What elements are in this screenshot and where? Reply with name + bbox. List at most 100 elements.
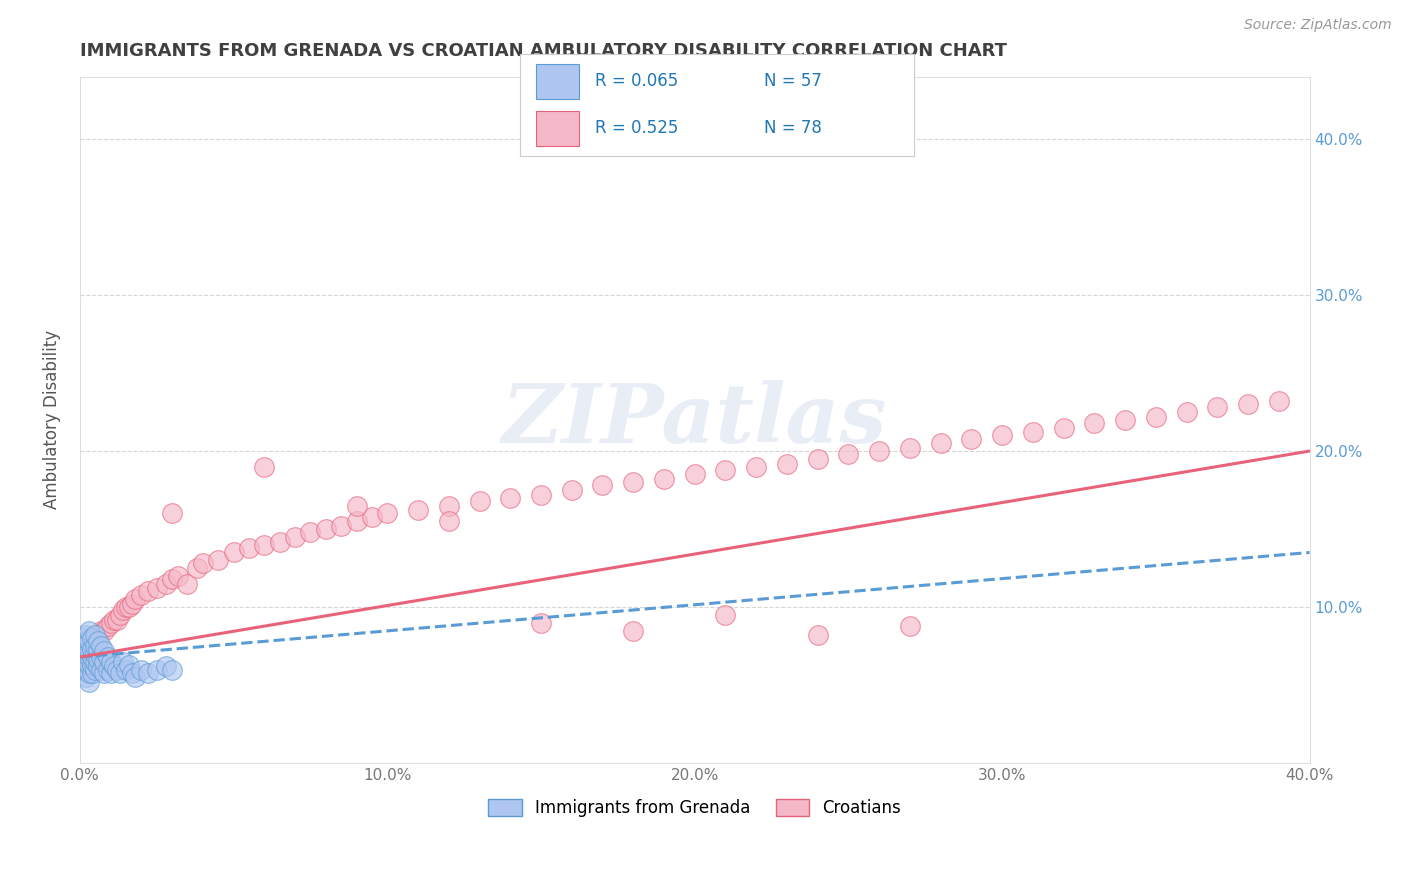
- Point: [155, 576, 177, 591]
- Point: [121, 597, 143, 611]
- Point: [108, 607, 131, 622]
- Point: [621, 475, 644, 490]
- Point: [284, 530, 307, 544]
- Point: [437, 514, 460, 528]
- Point: [108, 665, 131, 680]
- Point: [72, 639, 94, 653]
- Point: [1175, 405, 1198, 419]
- Text: ZIPatlas: ZIPatlas: [502, 380, 887, 460]
- Point: [160, 663, 183, 677]
- Point: [131, 663, 153, 677]
- Point: [207, 553, 229, 567]
- Point: [1206, 401, 1229, 415]
- Point: [72, 655, 94, 669]
- Point: [75, 655, 97, 669]
- Point: [299, 525, 322, 540]
- Point: [87, 659, 110, 673]
- Point: [155, 659, 177, 673]
- Point: [406, 503, 429, 517]
- Point: [103, 613, 125, 627]
- Point: [269, 534, 291, 549]
- Point: [111, 655, 134, 669]
- Point: [87, 651, 110, 665]
- Point: [84, 634, 107, 648]
- FancyBboxPatch shape: [536, 64, 579, 99]
- Point: [84, 655, 107, 669]
- Point: [75, 650, 97, 665]
- Point: [991, 428, 1014, 442]
- Point: [868, 444, 890, 458]
- Point: [745, 459, 768, 474]
- Point: [1022, 425, 1045, 440]
- Point: [837, 447, 859, 461]
- Point: [77, 650, 100, 665]
- Point: [330, 519, 353, 533]
- Point: [84, 663, 107, 677]
- Point: [115, 663, 138, 677]
- Point: [90, 639, 112, 653]
- Point: [93, 665, 115, 680]
- Point: [167, 569, 190, 583]
- Y-axis label: Ambulatory Disability: Ambulatory Disability: [44, 330, 60, 509]
- Point: [145, 663, 167, 677]
- Point: [176, 576, 198, 591]
- Point: [561, 483, 583, 497]
- Point: [75, 663, 97, 677]
- Point: [253, 538, 276, 552]
- Point: [253, 459, 276, 474]
- Point: [75, 650, 97, 665]
- Point: [82, 632, 104, 646]
- Point: [160, 572, 183, 586]
- Text: R = 0.525: R = 0.525: [595, 120, 678, 137]
- Point: [90, 663, 112, 677]
- Text: Source: ZipAtlas.com: Source: ZipAtlas.com: [1244, 18, 1392, 32]
- Point: [87, 634, 110, 648]
- Point: [1052, 420, 1074, 434]
- Point: [591, 478, 613, 492]
- Text: N = 57: N = 57: [765, 72, 823, 90]
- Point: [75, 670, 97, 684]
- Point: [437, 499, 460, 513]
- Point: [75, 644, 97, 658]
- Point: [124, 670, 146, 684]
- Point: [90, 650, 112, 665]
- Point: [118, 657, 141, 672]
- Point: [652, 472, 675, 486]
- Point: [87, 642, 110, 657]
- Point: [131, 588, 153, 602]
- Point: [96, 663, 118, 677]
- Point: [100, 665, 122, 680]
- Point: [90, 624, 112, 638]
- Point: [186, 561, 208, 575]
- Point: [82, 657, 104, 672]
- Point: [77, 665, 100, 680]
- Point: [103, 659, 125, 673]
- Point: [776, 457, 799, 471]
- Point: [84, 628, 107, 642]
- Point: [100, 615, 122, 630]
- Point: [375, 507, 398, 521]
- Point: [136, 665, 159, 680]
- Point: [222, 545, 245, 559]
- Point: [346, 514, 368, 528]
- Point: [898, 619, 921, 633]
- Point: [145, 582, 167, 596]
- Point: [121, 665, 143, 680]
- Point: [530, 615, 553, 630]
- Point: [77, 644, 100, 658]
- Point: [807, 451, 830, 466]
- Point: [96, 619, 118, 633]
- Point: [1268, 394, 1291, 409]
- Point: [346, 499, 368, 513]
- Point: [115, 600, 138, 615]
- Point: [683, 467, 706, 482]
- Point: [238, 541, 260, 555]
- Point: [929, 436, 952, 450]
- Point: [87, 628, 110, 642]
- Point: [77, 675, 100, 690]
- Point: [72, 647, 94, 661]
- Point: [105, 663, 128, 677]
- Point: [468, 494, 491, 508]
- Point: [714, 463, 737, 477]
- Point: [100, 655, 122, 669]
